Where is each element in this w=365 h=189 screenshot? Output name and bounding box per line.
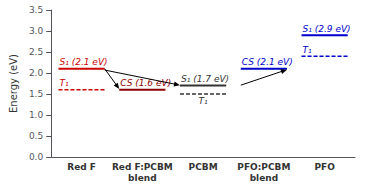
svg-text:Red F:PCBM: Red F:PCBM	[112, 162, 173, 172]
svg-text:2.5: 2.5	[29, 47, 43, 57]
svg-text:Red F: Red F	[67, 162, 96, 172]
svg-text:S₁ (2.1 eV): S₁ (2.1 eV)	[60, 57, 108, 67]
svg-text:T₁: T₁	[303, 45, 312, 55]
svg-text:PCBM: PCBM	[189, 162, 218, 172]
svg-text:CS (2.1 eV): CS (2.1 eV)	[242, 57, 293, 67]
svg-text:1.5: 1.5	[29, 89, 43, 99]
svg-text:PFO:PCBM: PFO:PCBM	[237, 162, 290, 172]
svg-text:0.0: 0.0	[29, 152, 44, 162]
svg-text:blend: blend	[250, 173, 278, 183]
svg-text:PFO: PFO	[314, 162, 335, 172]
svg-text:3.0: 3.0	[29, 26, 44, 36]
svg-text:blend: blend	[128, 173, 156, 183]
svg-text:T₁: T₁	[199, 96, 208, 106]
svg-text:S₁ (2.9 eV): S₁ (2.9 eV)	[303, 24, 351, 34]
svg-text:3.5: 3.5	[29, 5, 43, 15]
svg-text:CS (1.6 eV): CS (1.6 eV)	[120, 78, 171, 88]
svg-text:2.0: 2.0	[29, 68, 44, 78]
svg-text:S₁ (1.7 eV): S₁ (1.7 eV)	[181, 74, 229, 84]
svg-text:0.5: 0.5	[29, 131, 43, 141]
svg-text:1.0: 1.0	[29, 110, 44, 120]
svg-text:T₁: T₁	[60, 78, 69, 88]
svg-text:Energy (eV): Energy (eV)	[8, 54, 19, 113]
